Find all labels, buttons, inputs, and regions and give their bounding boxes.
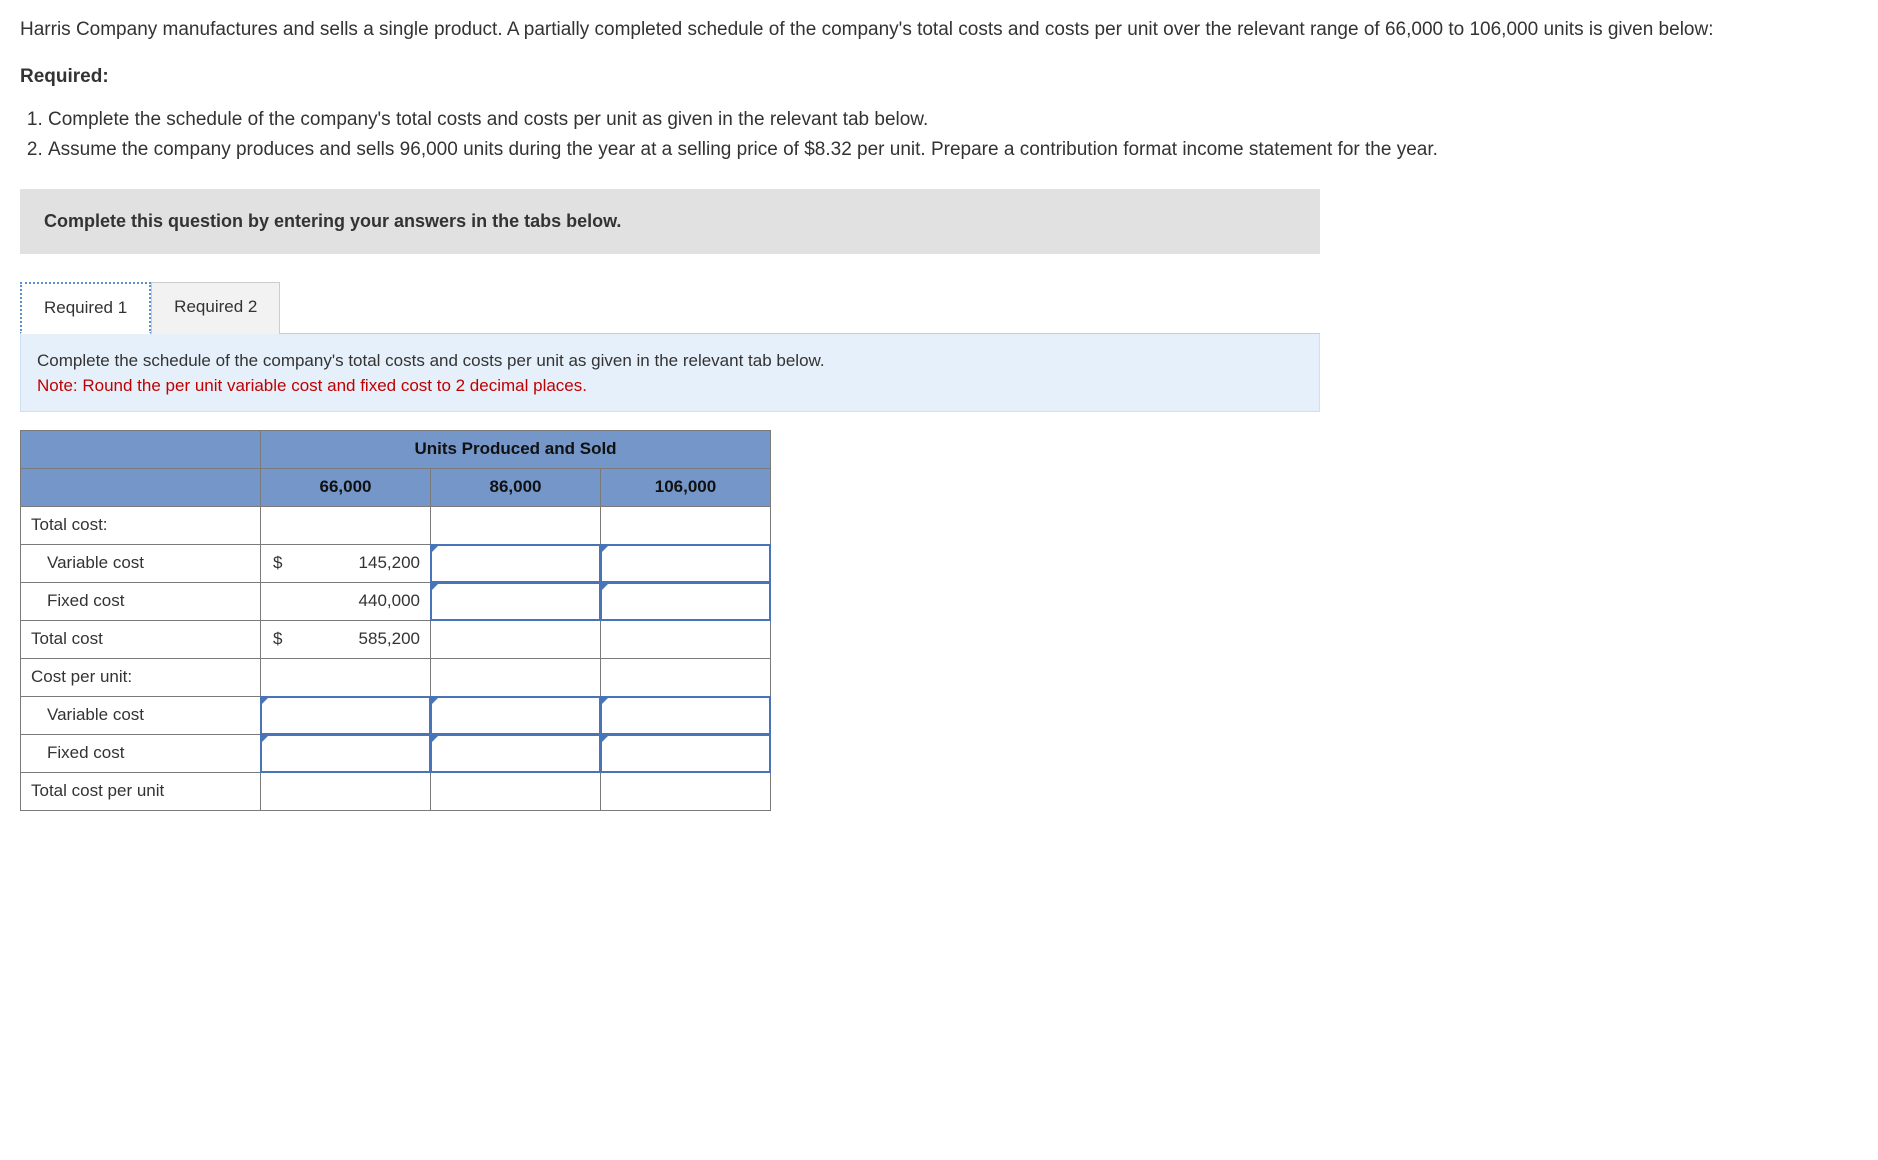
cell-total-pu-106 <box>601 772 771 810</box>
label-cost-per-unit: Cost per unit: <box>21 658 261 696</box>
currency-symbol: $ <box>271 551 297 576</box>
row-variable-cost: Variable cost $ 145,200 <box>21 544 771 582</box>
input-fixed-86[interactable] <box>431 582 601 620</box>
header-col-86000: 86,000 <box>431 468 601 506</box>
label-total-cost-row: Total cost <box>21 620 261 658</box>
cell-total-106 <box>601 620 771 658</box>
label-variable-cost-pu: Variable cost <box>21 696 261 734</box>
input-variable-86[interactable] <box>431 544 601 582</box>
tab-instruction-note: Note: Round the per unit variable cost a… <box>37 373 1303 399</box>
input-fixed-106[interactable] <box>601 582 771 620</box>
input-fixed-pu-106[interactable] <box>601 734 771 772</box>
currency-symbol <box>271 589 297 614</box>
cell-variable-66: $ 145,200 <box>261 544 431 582</box>
row-total-cost-section: Total cost: <box>21 506 771 544</box>
cell-total-86 <box>431 620 601 658</box>
currency-symbol: $ <box>271 627 297 652</box>
label-variable-cost: Variable cost <box>21 544 261 582</box>
cell-total-pu-86 <box>431 772 601 810</box>
value-fixed-66: 440,000 <box>297 589 420 614</box>
row-cost-per-unit-section: Cost per unit: <box>21 658 771 696</box>
header-col-106000: 106,000 <box>601 468 771 506</box>
label-total-cost-pu: Total cost per unit <box>21 772 261 810</box>
tab-required-1[interactable]: Required 1 <box>20 282 151 334</box>
input-fixed-pu-66[interactable] <box>261 734 431 772</box>
value-variable-66: 145,200 <box>297 551 420 576</box>
cell-empty <box>431 658 601 696</box>
cell-total-66: $ 585,200 <box>261 620 431 658</box>
row-total-cost: Total cost $ 585,200 <box>21 620 771 658</box>
cell-empty <box>431 506 601 544</box>
tab-required-2[interactable]: Required 2 <box>151 282 280 334</box>
input-variable-106[interactable] <box>601 544 771 582</box>
row-fixed-cost-pu: Fixed cost <box>21 734 771 772</box>
value-total-66: 585,200 <box>297 627 420 652</box>
tabs-container: Required 1 Required 2 <box>20 282 1858 334</box>
tab-instruction-line: Complete the schedule of the company's t… <box>37 348 1303 374</box>
cell-empty <box>601 506 771 544</box>
instruction-box: Complete this question by entering your … <box>20 189 1320 254</box>
row-total-cost-pu: Total cost per unit <box>21 772 771 810</box>
label-total-cost: Total cost: <box>21 506 261 544</box>
input-fixed-pu-86[interactable] <box>431 734 601 772</box>
cell-empty <box>601 658 771 696</box>
cell-total-pu-66 <box>261 772 431 810</box>
header-empty-left <box>21 468 261 506</box>
cell-fixed-66: 440,000 <box>261 582 431 620</box>
header-units-produced: Units Produced and Sold <box>261 430 771 468</box>
header-empty-top <box>21 430 261 468</box>
required-heading: Required: <box>20 66 1858 88</box>
requirement-item-1: Complete the schedule of the company's t… <box>48 106 1858 135</box>
label-fixed-cost-pu: Fixed cost <box>21 734 261 772</box>
requirements-list: Complete the schedule of the company's t… <box>20 106 1858 165</box>
cost-schedule-table: Units Produced and Sold 66,000 86,000 10… <box>20 430 771 811</box>
header-col-66000: 66,000 <box>261 468 431 506</box>
label-fixed-cost: Fixed cost <box>21 582 261 620</box>
row-variable-cost-pu: Variable cost <box>21 696 771 734</box>
requirement-item-2: Assume the company produces and sells 96… <box>48 136 1858 165</box>
row-fixed-cost: Fixed cost 440,000 <box>21 582 771 620</box>
input-variable-pu-86[interactable] <box>431 696 601 734</box>
cell-empty <box>261 506 431 544</box>
problem-intro: Harris Company manufactures and sells a … <box>20 16 1858 44</box>
input-variable-pu-66[interactable] <box>261 696 431 734</box>
cell-empty <box>261 658 431 696</box>
tab-instructions: Complete the schedule of the company's t… <box>20 334 1320 412</box>
input-variable-pu-106[interactable] <box>601 696 771 734</box>
